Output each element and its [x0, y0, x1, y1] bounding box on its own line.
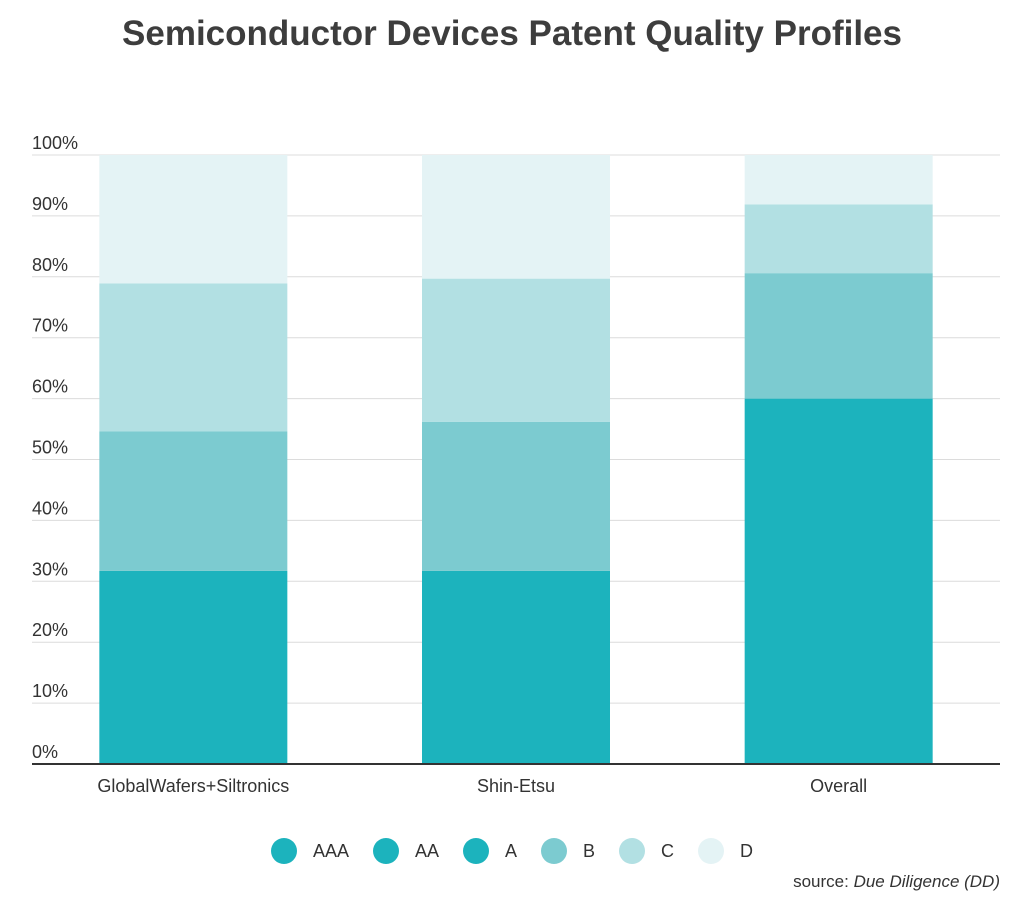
legend-item-aaa: AAA	[270, 838, 349, 864]
legend-item-aa: AA	[372, 838, 439, 864]
legend-label: A	[505, 840, 518, 861]
y-tick-label: 100%	[32, 133, 78, 153]
bar-segment-b	[744, 273, 933, 399]
x-category-label: Shin-Etsu	[477, 776, 555, 796]
legend-swatch	[372, 838, 399, 864]
bar-segment-b	[99, 431, 288, 571]
y-tick-label: 40%	[32, 498, 68, 518]
bar-segment-a	[744, 398, 933, 764]
bar-segment-d	[99, 155, 288, 284]
y-tick-label: 0%	[32, 742, 58, 762]
stacked-bar-chart: 0% 10% 20% 30% 40% 50% 60% 70% 80% 90% 100% GlobalW…	[32, 133, 1000, 796]
legend-label: C	[661, 840, 675, 861]
legend: AAA AA A B C D	[0, 838, 1024, 864]
x-category-label: Overall	[810, 776, 867, 796]
bar-segment-a	[422, 570, 610, 764]
legend-label: AA	[414, 840, 439, 861]
y-tick-label: 50%	[32, 438, 68, 458]
legend-item-c: C	[619, 838, 674, 864]
legend-label: B	[583, 840, 596, 861]
legend-item-b: B	[541, 838, 595, 864]
y-tick-label: 10%	[32, 681, 68, 701]
source-prefix: source:	[793, 872, 854, 891]
chart-title: Semiconductor Devices Patent Quality Pro…	[122, 14, 902, 53]
bar-segment-d	[744, 155, 933, 205]
x-category-label: GlobalWafers+Siltronics	[97, 776, 289, 796]
bar-segment-a	[99, 570, 288, 764]
legend-label: AAA	[312, 840, 349, 861]
bar-segment-c	[422, 278, 610, 422]
y-tick-label: 70%	[32, 316, 68, 336]
legend-swatch	[619, 838, 646, 864]
bar-segment-c	[744, 204, 933, 274]
y-tick-label: 20%	[32, 620, 68, 640]
legend-swatch	[698, 838, 725, 864]
y-tick-label: 90%	[32, 194, 68, 214]
bar-segment-c	[99, 283, 288, 432]
legend-item-a: A	[463, 838, 517, 864]
y-tick-label: 60%	[32, 377, 68, 397]
legend-swatch	[270, 838, 297, 864]
bar-segment-b	[422, 421, 610, 571]
y-tick-label: 30%	[32, 559, 68, 579]
source-name: Due Diligence (DD)	[853, 872, 1000, 891]
legend-swatch	[541, 838, 568, 864]
legend-label: D	[740, 840, 754, 861]
legend-swatch	[463, 838, 489, 864]
source-note: source: Due Diligence (DD)	[793, 872, 1000, 892]
y-tick-label: 80%	[32, 255, 68, 275]
legend-item-d: D	[698, 838, 753, 864]
bar-segment-d	[422, 155, 610, 279]
